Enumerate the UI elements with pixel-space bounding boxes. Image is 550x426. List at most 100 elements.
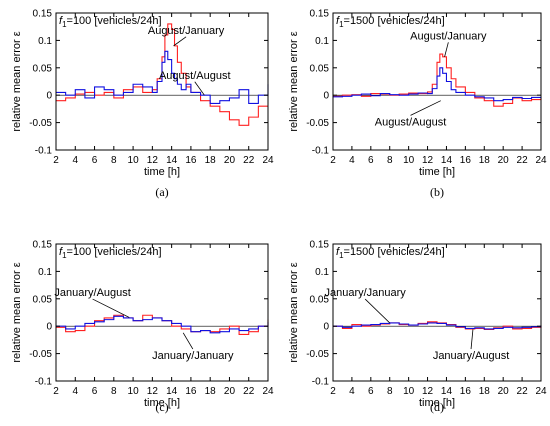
- x-tick-label: 10: [403, 386, 415, 397]
- x-tick-label: 4: [72, 155, 78, 166]
- x-tick-label: 2: [53, 386, 59, 397]
- chart-panel-c: 2 4 6 8 10 12 14 16 18 20 22 24-0.1-0.0500.050.10.1…: [11, 240, 274, 415]
- annotation-leader: [194, 81, 205, 96]
- plot-frame: [55, 243, 269, 382]
- series-line-red: [333, 53, 542, 107]
- x-tick-label: 6: [92, 155, 98, 166]
- annotation-label: January/August: [54, 287, 130, 299]
- x-tick-label: 8: [387, 386, 393, 397]
- x-tick-label: 20: [224, 155, 236, 166]
- x-axis-label: time [h]: [144, 397, 180, 409]
- annotation-leader: [182, 332, 194, 350]
- x-axis-label: time [h]: [419, 166, 455, 178]
- x-tick-label: 14: [441, 386, 453, 397]
- x-tick-label: 16: [460, 155, 472, 166]
- x-tick-label: 10: [128, 155, 140, 166]
- y-axis-label: relative mean error ε: [288, 31, 300, 131]
- x-axis-label: time [h]: [419, 397, 455, 409]
- chart-panel-d: 2 4 6 8 10 12 14 16 18 20 22 24-0.1-0.0500.050.10.1…: [288, 240, 547, 415]
- panel-heading: f1=100 [vehicles/24h]: [59, 246, 162, 260]
- x-tick-label: 20: [498, 155, 510, 166]
- x-tick-label: 8: [111, 386, 117, 397]
- series-line-red: [56, 23, 268, 126]
- y-tick-label: 0.15: [310, 240, 330, 251]
- panel-caption: (d): [430, 400, 444, 414]
- y-tick-label: -0.1: [35, 146, 53, 157]
- annotation-leader: [173, 36, 187, 47]
- x-tick-label: 10: [128, 386, 140, 397]
- x-tick-label: 22: [243, 386, 255, 397]
- y-tick-label: 0.05: [33, 63, 53, 74]
- panel-caption: (b): [430, 185, 444, 199]
- x-tick-label: 24: [535, 386, 547, 397]
- x-tick-label: 12: [422, 386, 434, 397]
- y-tick-label: -0.1: [35, 377, 53, 388]
- y-tick-label: -0.1: [312, 377, 330, 388]
- x-tick-label: 16: [460, 386, 472, 397]
- y-tick-label: -0.05: [29, 349, 52, 360]
- panel-caption: (c): [155, 400, 168, 414]
- y-tick-label: 0.15: [33, 9, 53, 20]
- x-tick-label: 2: [330, 155, 336, 166]
- annotation-leader: [410, 100, 441, 116]
- y-tick-label: 0.05: [310, 294, 330, 305]
- plot-frame: [332, 243, 542, 382]
- series-line-blue: [333, 67, 542, 102]
- panel-heading: f1=1500 [vehicles/24h]: [336, 246, 445, 260]
- x-tick-label: 20: [224, 386, 236, 397]
- x-tick-label: 18: [205, 386, 217, 397]
- annotation-label: August/August: [159, 70, 231, 82]
- panel-heading: f1=100 [vehicles/24h]: [59, 15, 162, 29]
- chart-panel-b: 2 4 6 8 10 12 14 16 18 20 22 24-0.1-0.0500.050.10.1…: [288, 9, 547, 200]
- x-tick-label: 18: [205, 155, 217, 166]
- x-tick-label: 12: [147, 155, 159, 166]
- x-tick-label: 14: [166, 386, 178, 397]
- y-tick-label: 0.1: [38, 267, 52, 278]
- chart-panel-a: 2 4 6 8 10 12 14 16 18 20 22 24-0.1-0.0500.050.10.1…: [11, 9, 274, 200]
- x-tick-label: 6: [92, 386, 98, 397]
- x-tick-label: 8: [111, 155, 117, 166]
- annotation-label: January/August: [433, 350, 509, 362]
- y-tick-label: 0.1: [38, 36, 52, 47]
- panel-caption: (a): [155, 185, 168, 199]
- annotation-leader: [444, 42, 449, 57]
- annotation-label: August/August: [375, 116, 447, 128]
- y-axis-label: relative mean error ε: [288, 262, 300, 362]
- y-tick-label: 0.1: [315, 36, 329, 47]
- x-tick-label: 4: [349, 386, 355, 397]
- series-line-blue: [56, 50, 269, 104]
- y-tick-label: -0.1: [312, 146, 330, 157]
- annotation-label: August/January: [410, 30, 487, 42]
- series-line-blue: [333, 322, 542, 330]
- x-tick-label: 4: [72, 386, 78, 397]
- x-tick-label: 24: [262, 386, 274, 397]
- x-tick-label: 8: [387, 155, 393, 166]
- y-axis-label: relative mean error ε: [11, 31, 23, 131]
- annotation-leader: [470, 329, 474, 350]
- annotation-label: January/January: [152, 350, 234, 362]
- plot-frame: [332, 12, 542, 151]
- x-tick-label: 16: [185, 155, 197, 166]
- y-tick-label: 0: [46, 91, 52, 102]
- y-tick-label: -0.05: [306, 349, 329, 360]
- x-tick-label: 22: [243, 155, 255, 166]
- x-tick-label: 6: [368, 386, 374, 397]
- x-tick-label: 2: [330, 386, 336, 397]
- y-tick-label: 0.15: [310, 9, 330, 20]
- x-tick-label: 20: [498, 386, 510, 397]
- series-line-blue: [56, 315, 269, 334]
- x-tick-label: 12: [147, 386, 159, 397]
- x-tick-label: 2: [53, 155, 59, 166]
- x-tick-label: 4: [349, 155, 355, 166]
- y-tick-label: -0.05: [29, 118, 52, 129]
- annotation-leader: [364, 298, 391, 324]
- y-tick-label: 0: [323, 322, 329, 333]
- y-tick-label: -0.05: [306, 118, 329, 129]
- x-tick-label: 22: [517, 386, 529, 397]
- y-tick-label: 0.05: [33, 294, 53, 305]
- x-axis-label: time [h]: [144, 166, 180, 178]
- x-tick-label: 16: [185, 386, 197, 397]
- annotation-label: August/January: [148, 25, 225, 37]
- x-tick-label: 18: [479, 386, 491, 397]
